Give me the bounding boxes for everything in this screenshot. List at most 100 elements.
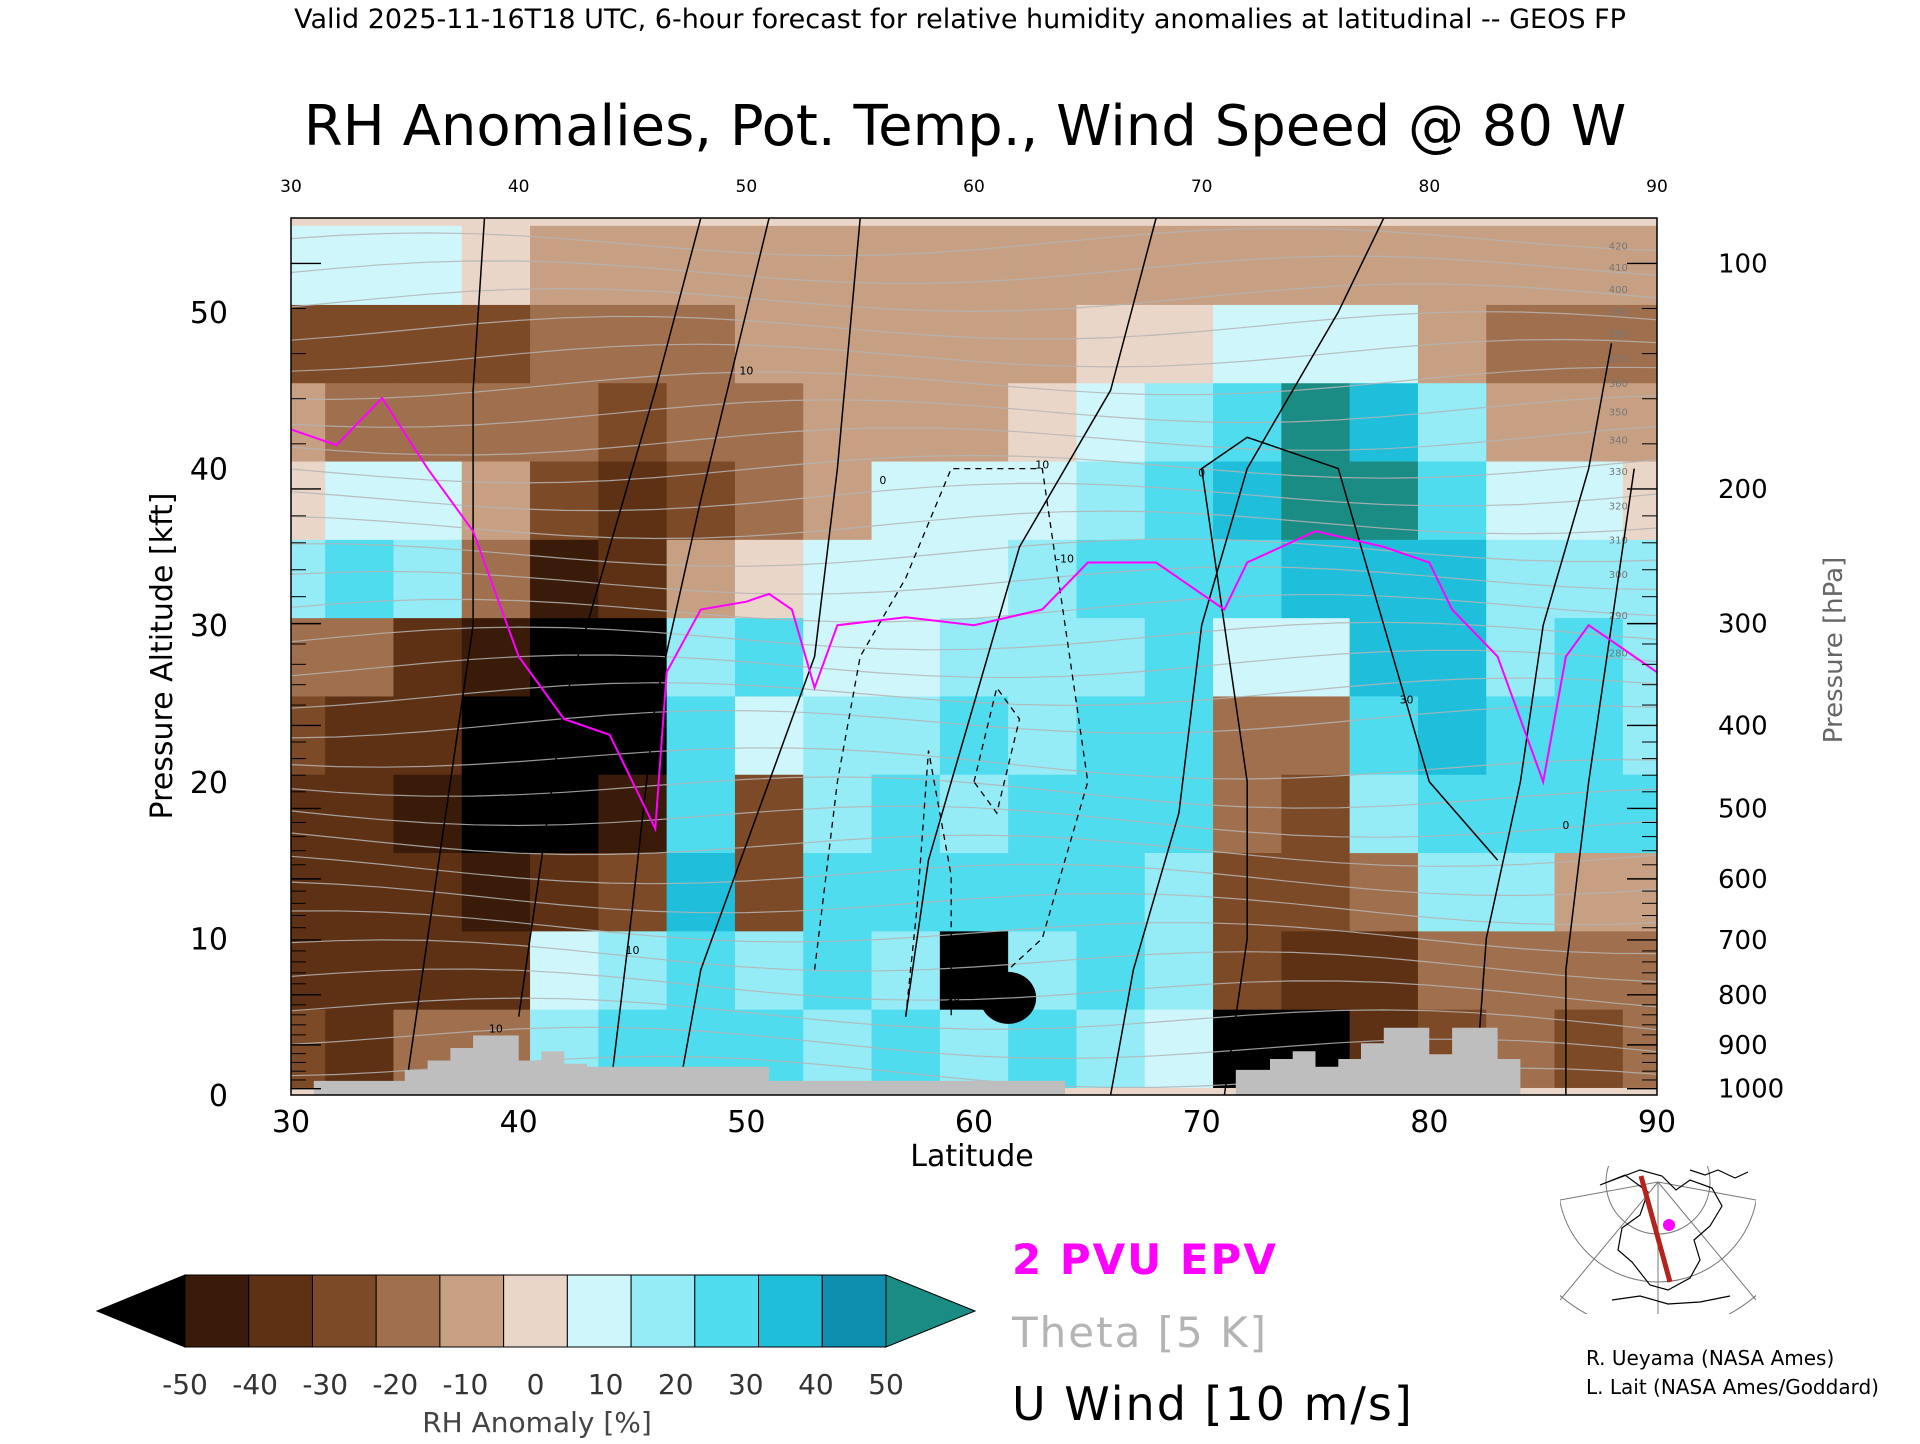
map-coastline	[1611, 1295, 1731, 1305]
heat-cell	[325, 225, 395, 305]
heat-cell	[803, 225, 873, 305]
theta-label: 420	[1609, 241, 1628, 252]
theta-label: 380	[1609, 329, 1628, 340]
wind-contour	[1109, 218, 1385, 1095]
heat-cell	[734, 304, 805, 384]
colorbar-swatch	[503, 1274, 568, 1348]
y-axis-left: 0 10 20 30 40 50	[190, 296, 228, 1114]
theta-line	[291, 566, 1657, 595]
heat-cell	[1076, 930, 1146, 1010]
colorbar-tick-label: -10	[443, 1368, 489, 1401]
colorbar-over-arrow	[885, 1274, 977, 1348]
heat-cell	[734, 460, 805, 540]
theta-label: 360	[1609, 379, 1628, 390]
heat-cell	[325, 695, 395, 775]
heat-cell	[939, 382, 1009, 462]
heat-cell	[598, 539, 668, 619]
heat-cell	[1417, 225, 1488, 305]
heat-cell	[1622, 930, 1657, 1010]
plot-frame	[290, 217, 1658, 1096]
valid-time-line: Valid 2025-11-16T18 UTC, 6-hour forecast…	[294, 4, 1626, 35]
heat-cell	[291, 852, 326, 932]
x-top-tick-label: 30	[280, 177, 302, 197]
wind-contour-label: 0	[1562, 819, 1569, 832]
heat-cell	[666, 852, 736, 932]
heat-cell	[734, 695, 805, 775]
colorbar-tick-label: 50	[868, 1368, 904, 1401]
heat-cell	[734, 539, 805, 619]
y2-tick-label: 700	[1718, 926, 1768, 956]
heat-cell	[1417, 773, 1488, 854]
x-tick-label: 50	[727, 1105, 765, 1140]
map-coastline	[1599, 1169, 1723, 1291]
wind-contour-label: 0	[1198, 466, 1205, 479]
theta-contours: 4204104003903803703603503403303203103002…	[291, 227, 1657, 1089]
heat-cell	[1281, 225, 1351, 305]
heat-cell	[1008, 304, 1078, 384]
wind-contour	[1200, 436, 1499, 1095]
heat-cell	[325, 773, 395, 854]
heat-cell	[1622, 304, 1657, 384]
colorbar-swatch	[311, 1274, 377, 1348]
y2-axis-label: Pressure [hPa]	[1819, 557, 1849, 744]
heat-cell	[939, 225, 1009, 305]
heat-cell	[1417, 382, 1488, 462]
credit-line-2: L. Lait (NASA Ames/Goddard)	[1586, 1375, 1879, 1399]
heat-cell	[1213, 617, 1283, 697]
heat-cell	[1554, 382, 1624, 462]
theta-label: 350	[1609, 407, 1628, 418]
heat-cell	[1144, 304, 1214, 384]
theta-label: 320	[1609, 501, 1628, 512]
x-axis-bottom: 30 40 50 60 70 80 90	[272, 1105, 1676, 1140]
colorbar-swatch	[566, 1274, 632, 1348]
heat-cell	[1144, 617, 1214, 697]
inset-map	[1560, 1166, 1756, 1314]
heat-cell	[1554, 695, 1624, 775]
theta-line	[291, 855, 1657, 897]
heat-cell	[598, 382, 668, 462]
heat-cell	[803, 1008, 873, 1088]
wind-contour	[1565, 468, 1635, 1095]
heat-cell	[666, 773, 736, 854]
x-tick-label: 70	[1183, 1105, 1221, 1140]
colorbar-swatch	[630, 1274, 696, 1348]
x-axis-top: 30 40 50 60 70 80 90	[280, 177, 1668, 197]
colorbar-tick-label: -20	[372, 1368, 418, 1401]
heat-cell	[1281, 617, 1351, 697]
heat-cell	[734, 773, 805, 854]
colorbar-under-arrow	[95, 1274, 186, 1348]
heat-cell	[1213, 930, 1283, 1010]
heat-cell	[598, 930, 668, 1010]
wind-contour-negative	[813, 467, 1089, 1002]
theta-line	[291, 968, 1657, 1008]
epv-2pvu-line	[291, 396, 1657, 833]
theta-label: 370	[1609, 354, 1628, 365]
theta-line	[291, 747, 1657, 780]
wind-contour-negative	[905, 750, 952, 1017]
theta-label: 410	[1609, 263, 1628, 274]
colorbar-swatch	[758, 1274, 823, 1348]
heat-cell	[1281, 539, 1351, 619]
heat-cell	[1622, 225, 1657, 305]
heat-cell	[871, 225, 941, 305]
heat-cell	[871, 617, 941, 697]
heat-cell	[1076, 539, 1146, 619]
legend: 2 PVU EPV Theta [5 K] U Wind [10 m/s]	[1011, 1235, 1412, 1431]
x-top-tick-label: 70	[1191, 177, 1213, 197]
heat-cell	[393, 225, 463, 305]
theta-line	[291, 283, 1657, 312]
heat-cell	[803, 382, 873, 462]
x-top-tick-label: 80	[1419, 177, 1441, 197]
heat-cell	[734, 617, 805, 697]
heat-cell	[939, 1008, 1009, 1088]
theta-label: 330	[1609, 467, 1628, 478]
heat-cell	[530, 773, 600, 854]
y-tick-label: 20	[190, 766, 228, 801]
heat-cell	[1622, 695, 1657, 775]
heat-cell	[325, 1008, 395, 1088]
heat-cell	[530, 460, 600, 540]
heat-cell	[325, 539, 395, 619]
heat-cell	[598, 304, 668, 384]
